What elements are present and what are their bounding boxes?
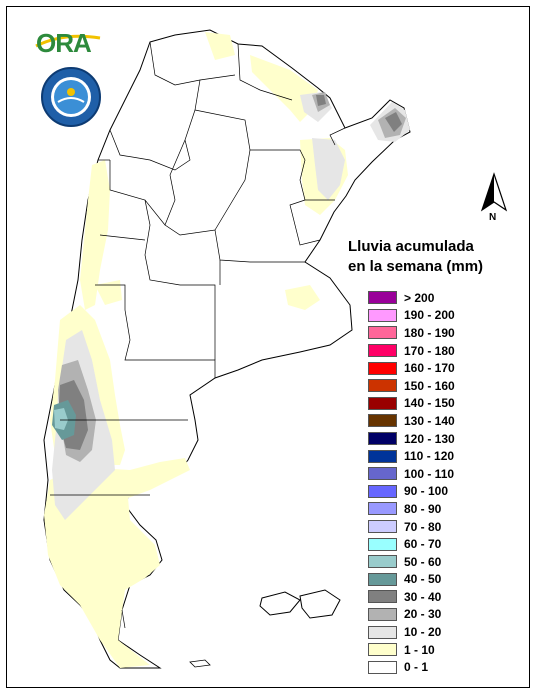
rain-1-10-center	[95, 280, 122, 305]
legend-row: > 200	[368, 289, 455, 307]
rain-1-10-top	[205, 32, 235, 60]
legend-swatch	[368, 502, 397, 516]
legend-swatch	[368, 361, 397, 375]
legend-label: 110 - 120	[404, 449, 455, 464]
legend-label: 190 - 200	[404, 308, 455, 323]
rain-1-10-ne-chaco	[250, 55, 318, 122]
legend-swatch	[368, 625, 397, 639]
legend-row: 70 - 80	[368, 518, 455, 536]
legend-row: 30 - 40	[368, 588, 455, 606]
legend-label: 180 - 190	[404, 325, 455, 340]
legend-swatch	[368, 432, 397, 446]
legend-swatch	[368, 643, 397, 657]
legend-swatch	[368, 484, 397, 498]
legend-swatch	[368, 414, 397, 428]
legend-swatch	[368, 590, 397, 604]
legend-label: 40 - 50	[404, 572, 442, 587]
legend-swatch	[368, 660, 397, 674]
legend-swatch	[368, 537, 397, 551]
legend-label: 30 - 40	[404, 589, 442, 604]
rain-10-20-ne	[312, 138, 345, 200]
legend-row: 90 - 100	[368, 483, 455, 501]
legend-swatch	[368, 555, 397, 569]
legend-swatch	[368, 520, 397, 534]
legend-swatch	[368, 379, 397, 393]
legend-swatch	[368, 396, 397, 410]
province-borders	[50, 41, 346, 629]
legend-label: 130 - 140	[404, 413, 455, 428]
legend-label: 80 - 90	[404, 501, 442, 516]
legend-label: > 200	[404, 290, 435, 305]
legend-title-line2: en la semana (mm)	[348, 258, 484, 275]
legend-label: 70 - 80	[404, 519, 442, 534]
ora-logo-text: ORA	[36, 28, 92, 58]
legend-swatch	[368, 467, 397, 481]
legend-swatch	[368, 572, 397, 586]
legend-swatch	[368, 449, 397, 463]
legend-row: 130 - 140	[368, 412, 455, 430]
legend-label: 90 - 100	[404, 484, 449, 499]
legend-row: 120 - 130	[368, 430, 455, 448]
legend-row: 140 - 150	[368, 395, 455, 413]
legend-row: 110 - 120	[368, 447, 455, 465]
legend-row: 180 - 190	[368, 324, 455, 342]
rain-30-40-formosa	[316, 95, 326, 106]
north-arrow-icon	[480, 172, 508, 212]
rain-1-10-andes-north	[80, 160, 110, 310]
legend-row: 10 - 20	[368, 623, 455, 641]
legend-row: 50 - 60	[368, 553, 455, 571]
legend-row: 0 - 1	[368, 658, 455, 676]
isla-de-los-estados	[189, 659, 211, 668]
legend-row: 60 - 70	[368, 535, 455, 553]
legend: > 200 190 - 200 180 - 190 170 - 180 160 …	[368, 289, 455, 676]
legend-label: 140 - 150	[404, 396, 455, 411]
rain-50-60-andes	[54, 408, 68, 430]
legend-label: 0 - 1	[404, 660, 429, 675]
legend-row: 190 - 200	[368, 307, 455, 325]
legend-row: 80 - 90	[368, 500, 455, 518]
rain-1-10-buenos-aires	[285, 285, 320, 310]
legend-label: 10 - 20	[404, 625, 442, 640]
legend-row: 150 - 160	[368, 377, 455, 395]
legend-swatch	[368, 607, 397, 621]
legend-swatch	[368, 326, 397, 340]
north-label: N	[489, 212, 497, 223]
legend-row: 160 - 170	[368, 359, 455, 377]
ora-logo	[35, 34, 101, 48]
rain-1-10-south	[44, 458, 190, 668]
legend-title-line1: Lluvia acumulada	[348, 238, 474, 255]
legend-row: 170 - 180	[368, 342, 455, 360]
legend-label: 100 - 110	[404, 466, 455, 481]
legend-label: 60 - 70	[404, 537, 442, 552]
legend-row: 1 - 10	[368, 641, 455, 659]
smn-logo	[41, 67, 101, 127]
legend-label: 120 - 130	[404, 431, 455, 446]
legend-label: 20 - 30	[404, 607, 442, 622]
legend-label: 150 - 160	[404, 378, 455, 393]
legend-label: 1 - 10	[404, 642, 435, 657]
legend-row: 20 - 30	[368, 606, 455, 624]
legend-row: 100 - 110	[368, 465, 455, 483]
legend-label: 170 - 180	[404, 343, 455, 358]
legend-swatch	[368, 308, 397, 322]
legend-label: 50 - 60	[404, 554, 442, 569]
legend-title: Lluvia acumulada en la semana (mm)	[348, 237, 483, 277]
legend-row: 40 - 50	[368, 571, 455, 589]
legend-swatch	[368, 291, 397, 305]
rain-30-40-misiones	[385, 112, 402, 132]
malvinas-islands	[259, 589, 341, 619]
legend-label: 160 - 170	[404, 361, 455, 376]
legend-swatch	[368, 344, 397, 358]
